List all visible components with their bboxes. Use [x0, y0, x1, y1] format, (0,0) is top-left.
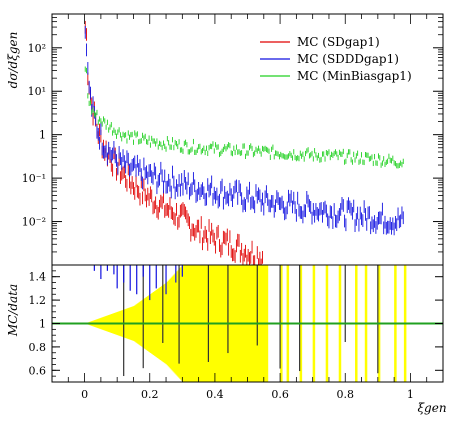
legend-label-sdddgap1: MC (SDDDgap1)	[297, 52, 399, 66]
top-y-tick-label: 10⁻²	[22, 216, 46, 229]
x-tick-label: 0.2	[141, 388, 159, 401]
x-tick-label: 0.8	[337, 388, 355, 401]
x-axis-label: ξgen	[417, 401, 446, 415]
bottom-y-tick-label: 1	[39, 318, 46, 331]
top-y-tick-label: 10¹	[28, 85, 46, 98]
legend-label-minbiasgap1: MC (MinBiasgap1)	[297, 69, 412, 83]
bottom-y-axis-title: MC/data	[6, 284, 20, 337]
x-axis-title: ξgen	[417, 401, 446, 415]
ratio-panel: 0.6 0.8 1 1.2 1.4 0 0.2 0.4 0.6 0.8 1	[29, 264, 444, 401]
x-tick-label: 0	[81, 388, 88, 401]
bottom-y-tick-label: 1.4	[29, 271, 47, 284]
x-tick-label: 0.6	[271, 388, 289, 401]
series-sdgap1	[84, 20, 263, 265]
bottom-y-axis-label: MC/data	[6, 284, 20, 337]
bottom-y-tick-label: 0.6	[29, 364, 47, 377]
series-sdddgap1	[84, 26, 404, 236]
top-y-axis-label: dσ/dξgen	[6, 32, 20, 89]
top-y-axis-title: dσ/dξgen	[6, 32, 20, 89]
legend: MC (SDgap1) MC (SDDDgap1) MC (MinBiasgap…	[260, 35, 412, 83]
bottom-y-tick-label: 1.2	[29, 294, 47, 307]
top-y-tick-label: 10²	[28, 42, 46, 55]
x-tick-label: 0.4	[206, 388, 224, 401]
series-minbiasgap1	[84, 66, 404, 169]
legend-label-sdgap1: MC (SDgap1)	[297, 35, 380, 49]
x-tick-label: 1	[407, 388, 414, 401]
bottom-y-tick-label: 0.8	[29, 341, 47, 354]
distribution-panel: 10⁻² 10⁻¹ 1 10¹ 10²	[22, 13, 444, 266]
top-y-tick-label: 1	[39, 129, 46, 142]
top-y-tick-label: 10⁻¹	[22, 172, 46, 185]
